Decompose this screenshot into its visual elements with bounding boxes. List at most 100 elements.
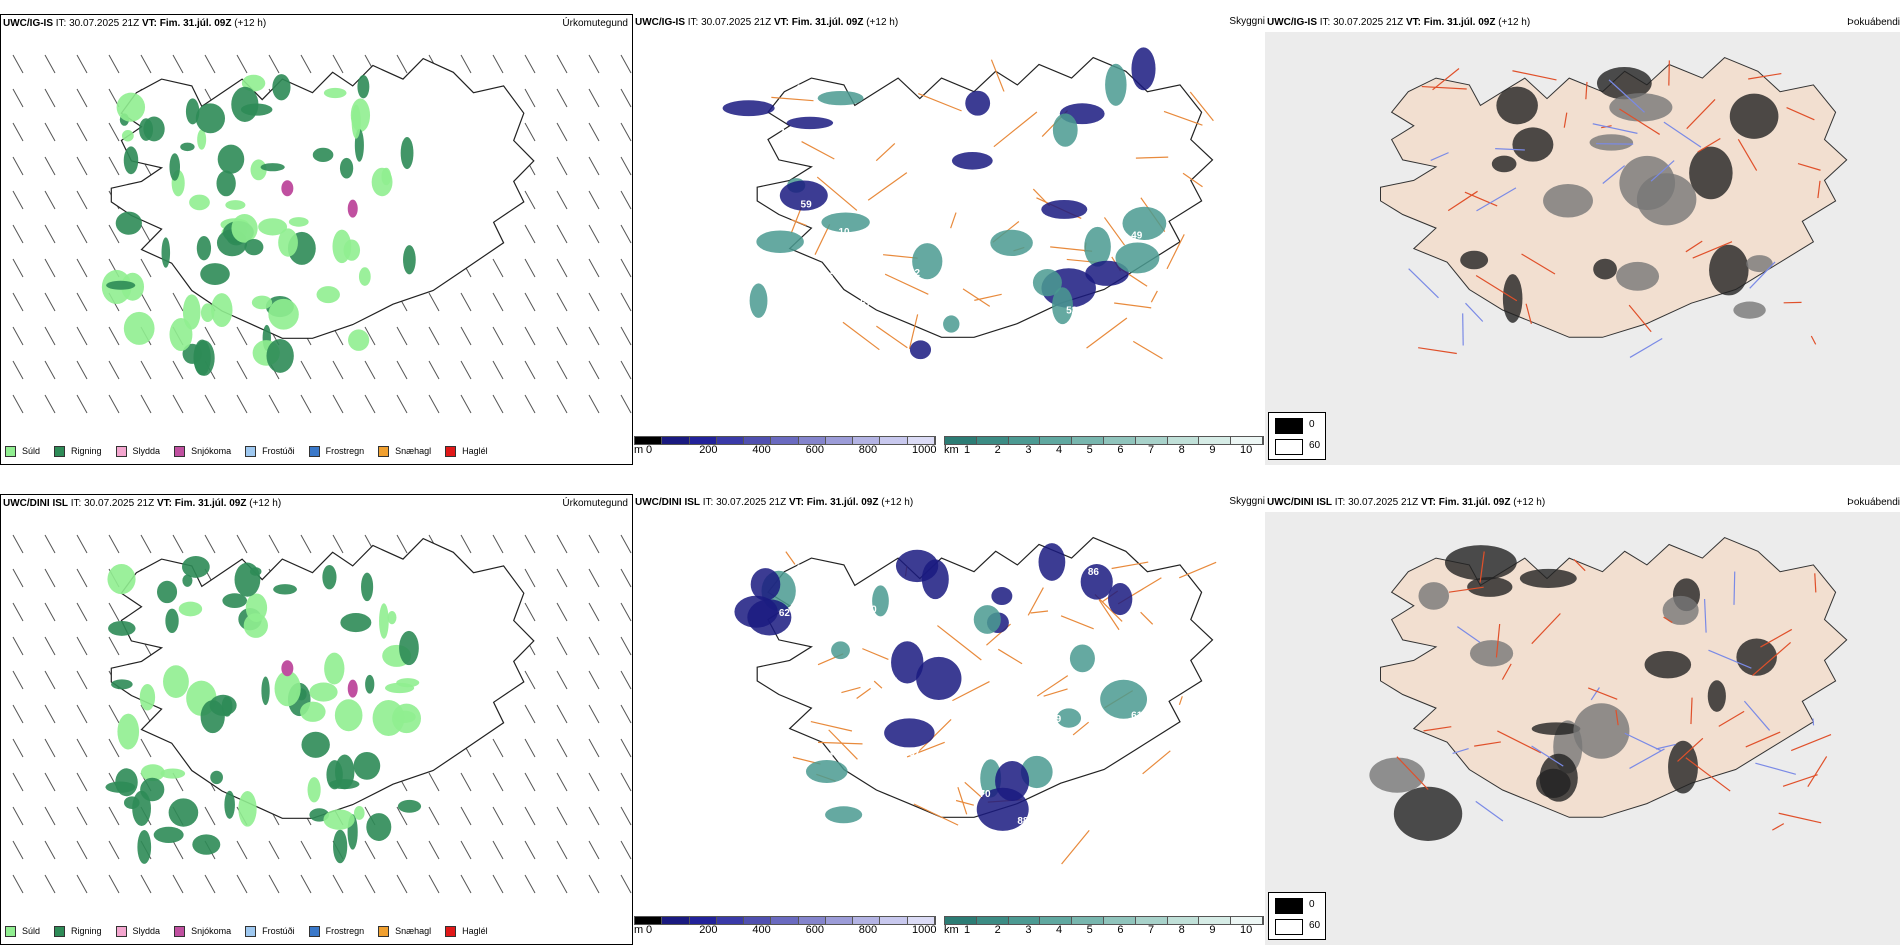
legend-item: Súld <box>5 445 41 457</box>
road <box>1814 573 1817 593</box>
wind-barb <box>236 840 248 860</box>
road <box>1418 347 1457 355</box>
wind-barb <box>76 568 88 588</box>
wind-barb <box>620 258 632 278</box>
fog-cell <box>1512 127 1554 162</box>
legend-swatch <box>115 925 127 937</box>
legend-item: Súld <box>5 925 40 937</box>
fog-index-key: 0 60 <box>1268 892 1326 940</box>
legend-item: Haglél <box>445 925 488 937</box>
scale-tick-label: 3 <box>1025 924 1032 936</box>
cloud-base-label: 58 <box>958 717 970 728</box>
legend-label: Súld <box>22 446 41 456</box>
road <box>990 59 1005 92</box>
wind-barb <box>332 394 344 414</box>
road <box>1797 162 1821 171</box>
wind-barb <box>44 636 56 656</box>
road <box>785 551 796 565</box>
wind-barb <box>524 568 536 588</box>
wind-barb <box>556 738 568 758</box>
wind-barb <box>460 54 472 74</box>
scale-tick-label: 1000 <box>912 924 937 936</box>
init-time: IT: 30.07.2025 21Z <box>687 17 772 28</box>
wind-barb <box>524 738 536 758</box>
road <box>1476 187 1517 212</box>
road <box>1132 340 1163 360</box>
cloud-base-label: 50 <box>1023 642 1035 653</box>
cloud-cell <box>750 568 781 601</box>
road <box>1027 587 1044 616</box>
wind-barb <box>588 534 600 554</box>
precip-cell <box>340 613 372 633</box>
legend-label: Haglél <box>462 926 488 936</box>
road <box>1692 241 1733 259</box>
scale-tick-label: 4 <box>1056 444 1063 456</box>
wind-barb <box>268 534 280 554</box>
precip-cell <box>197 129 207 150</box>
cloud-cell <box>965 90 991 116</box>
precip-cell <box>278 228 298 257</box>
panel-title: Úrkomutegund <box>562 498 628 509</box>
scale-cell <box>1231 437 1263 444</box>
road <box>1786 106 1815 121</box>
precip-cell <box>301 731 330 758</box>
scale-cell <box>1103 437 1136 444</box>
road <box>1749 261 1776 289</box>
road <box>962 288 991 307</box>
fog-key-high <box>1275 439 1303 455</box>
cloud-cell <box>891 641 924 684</box>
scale-cell <box>662 437 690 444</box>
precip-cell <box>272 74 291 101</box>
road <box>1628 304 1652 333</box>
precip-cell <box>200 263 230 285</box>
visibility-scale-ticks: km 1 2 3 4 5 6 7 8 9 10 <box>944 444 1262 458</box>
scale-tick-label: 6 <box>1117 444 1124 456</box>
wind-barb <box>76 292 88 312</box>
wind-barb <box>556 840 568 860</box>
road <box>791 219 807 227</box>
road <box>1760 628 1793 648</box>
wind-barb <box>428 292 440 312</box>
scale-cell <box>1199 437 1232 444</box>
wind-barb <box>44 738 56 758</box>
fog-cell <box>1573 703 1630 759</box>
road <box>1718 710 1745 727</box>
precip-cell <box>143 116 165 142</box>
wind-barb <box>428 874 440 894</box>
road <box>1703 598 1707 633</box>
fog-map <box>1265 32 1900 465</box>
panel-header: UWC/IG-IS IT: 30.07.2025 21Z VT: Fim. 31… <box>633 14 1265 32</box>
legend-label: Rigning <box>71 926 102 936</box>
valid-time: VT: Fim. 31.júl. 09Z <box>141 18 232 29</box>
wind-barb <box>492 840 504 860</box>
cloud-base-label: 52 <box>958 237 970 248</box>
legend-item: Slydda <box>115 925 160 937</box>
wind-barb <box>76 806 88 826</box>
roads <box>1396 551 1832 831</box>
precip-cell <box>200 700 225 734</box>
wind-barb <box>204 806 216 826</box>
scale-cell <box>798 437 826 444</box>
cloud-cell <box>1107 583 1133 616</box>
legend-item: Snæhagl <box>378 925 431 937</box>
cloud-cell <box>980 759 1002 798</box>
cloud-cell <box>1085 260 1129 286</box>
wind-barb <box>620 874 632 894</box>
wind-barb <box>300 534 312 554</box>
precip-cell <box>137 829 152 864</box>
scale-cell <box>976 917 1009 924</box>
precip-type-panel: UWC/DINI ISL IT: 30.07.2025 21Z VT: Fim.… <box>0 494 633 945</box>
road <box>1677 737 1704 762</box>
wind-barb <box>332 534 344 554</box>
wind-barb <box>108 602 120 622</box>
road <box>1708 649 1752 669</box>
road <box>876 325 908 349</box>
wind-barb <box>460 806 472 826</box>
wind-barb <box>300 840 312 860</box>
road <box>1098 599 1120 631</box>
wind-barb <box>236 394 248 414</box>
road <box>1475 274 1518 302</box>
cloud-base-label: 53 <box>757 536 769 547</box>
precip-cell <box>165 608 179 634</box>
road <box>1086 317 1128 349</box>
